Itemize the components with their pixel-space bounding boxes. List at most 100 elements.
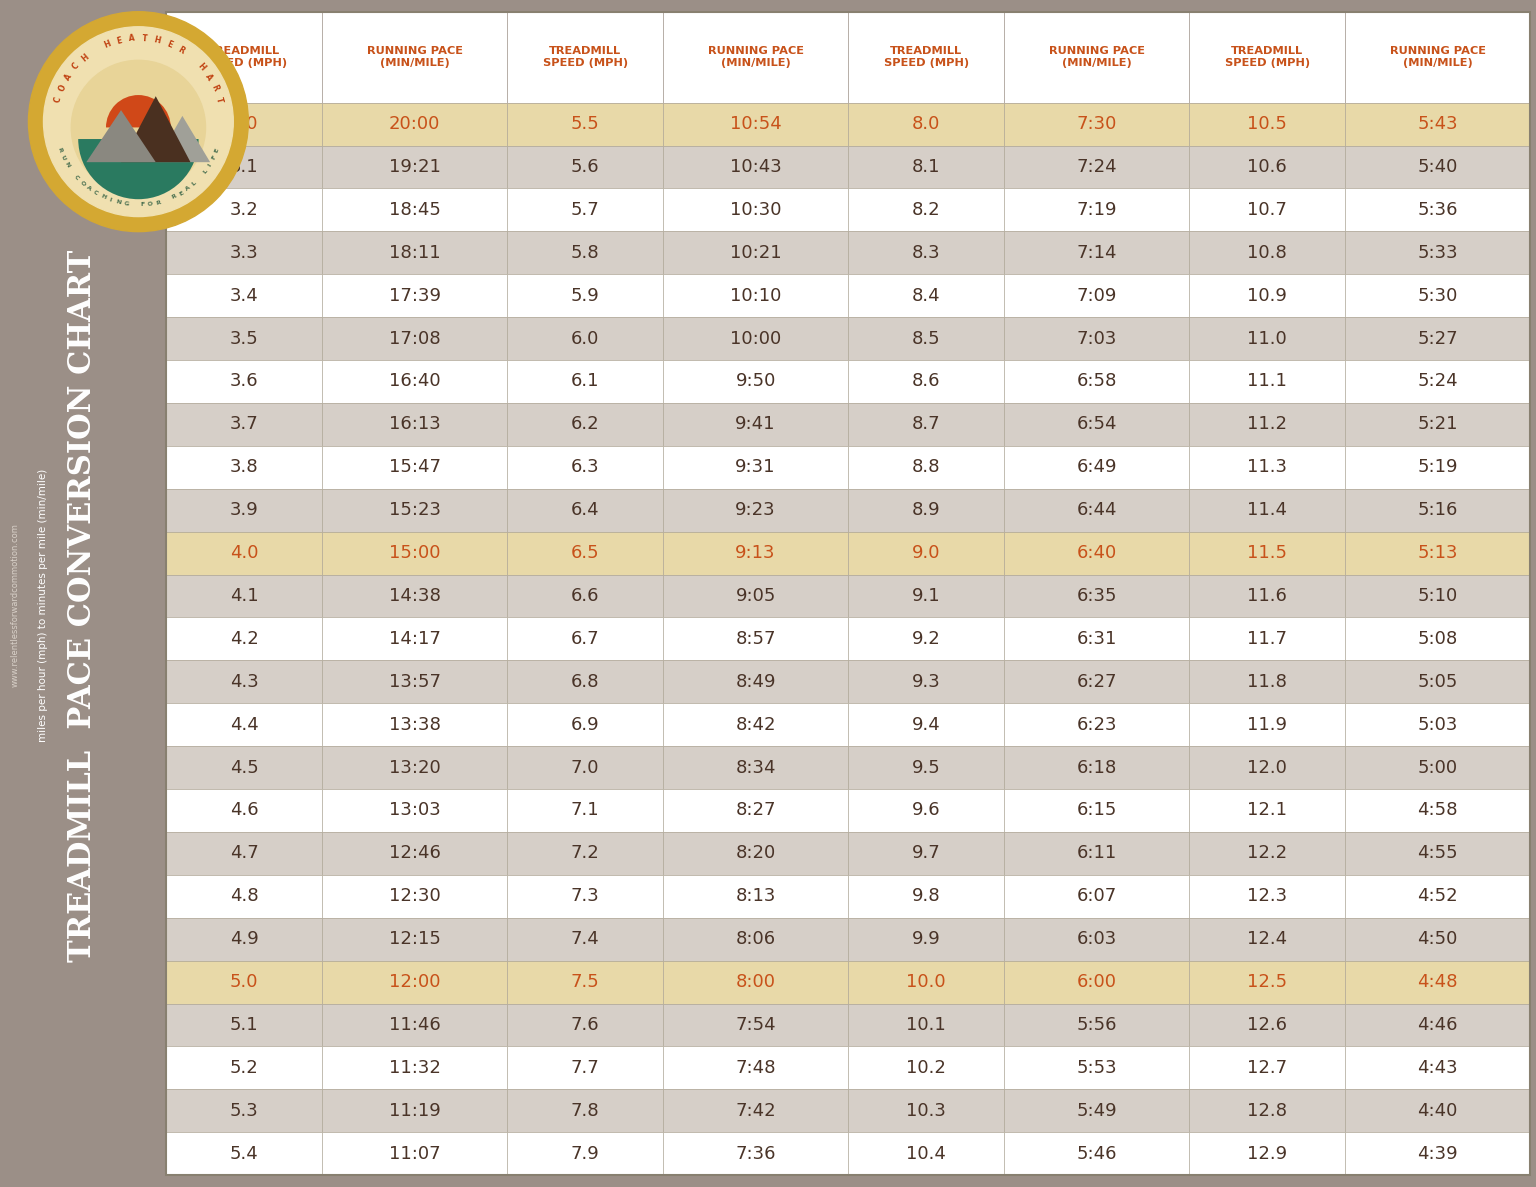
Text: 8:27: 8:27 xyxy=(736,801,776,819)
Bar xyxy=(1346,274,1530,317)
Text: 3.1: 3.1 xyxy=(230,158,258,176)
Text: 8.9: 8.9 xyxy=(912,501,940,519)
Bar xyxy=(848,274,1005,317)
Bar xyxy=(323,1132,507,1175)
Text: 3.7: 3.7 xyxy=(230,415,258,433)
Text: 5:24: 5:24 xyxy=(1418,373,1458,391)
Text: 4:39: 4:39 xyxy=(1418,1144,1458,1163)
Text: 11.6: 11.6 xyxy=(1247,586,1287,605)
Bar xyxy=(507,875,664,918)
Text: C: C xyxy=(92,190,98,197)
Bar xyxy=(507,231,664,274)
Text: L: L xyxy=(201,169,209,174)
Bar xyxy=(1346,832,1530,875)
Bar xyxy=(323,1003,507,1047)
Text: 6:11: 6:11 xyxy=(1077,844,1117,863)
Bar xyxy=(848,918,1005,960)
Text: 5:36: 5:36 xyxy=(1418,201,1458,218)
Bar xyxy=(1005,789,1189,832)
Bar xyxy=(1189,575,1346,617)
Bar xyxy=(664,489,848,532)
Bar xyxy=(1346,747,1530,789)
Text: 4:43: 4:43 xyxy=(1418,1059,1458,1077)
Bar xyxy=(166,960,323,1003)
Bar xyxy=(664,789,848,832)
Text: T: T xyxy=(141,34,147,43)
Text: H: H xyxy=(195,61,206,72)
Text: 16:40: 16:40 xyxy=(389,373,441,391)
Text: I: I xyxy=(207,163,212,167)
Bar xyxy=(1005,1047,1189,1090)
Text: 4:58: 4:58 xyxy=(1418,801,1458,819)
Bar xyxy=(323,12,507,102)
Bar xyxy=(166,317,323,360)
Text: 5:53: 5:53 xyxy=(1077,1059,1117,1077)
Bar xyxy=(848,575,1005,617)
Bar xyxy=(507,789,664,832)
Bar xyxy=(1346,617,1530,660)
Circle shape xyxy=(29,12,249,231)
Bar xyxy=(1346,575,1530,617)
Bar xyxy=(323,360,507,402)
Text: TREADMILL
SPEED (MPH): TREADMILL SPEED (MPH) xyxy=(1224,46,1310,69)
Bar xyxy=(1005,660,1189,703)
Text: 3.9: 3.9 xyxy=(230,501,258,519)
Text: C: C xyxy=(74,174,80,182)
Text: 11:46: 11:46 xyxy=(389,1016,441,1034)
Text: N: N xyxy=(63,161,71,169)
Bar xyxy=(1005,489,1189,532)
Bar xyxy=(848,532,1005,575)
Text: 5:21: 5:21 xyxy=(1418,415,1458,433)
Text: O: O xyxy=(78,180,86,188)
Text: G: G xyxy=(123,202,129,207)
Text: miles per hour (mph) to minutes per mile (min/mile): miles per hour (mph) to minutes per mile… xyxy=(38,469,48,742)
Bar xyxy=(1189,832,1346,875)
Bar xyxy=(848,660,1005,703)
Text: 4.5: 4.5 xyxy=(230,758,258,776)
Text: 4:52: 4:52 xyxy=(1418,887,1458,906)
Text: 5:49: 5:49 xyxy=(1077,1102,1117,1119)
Text: 13:20: 13:20 xyxy=(389,758,441,776)
Bar xyxy=(1005,231,1189,274)
Bar xyxy=(1189,489,1346,532)
Bar xyxy=(664,1003,848,1047)
Bar xyxy=(323,832,507,875)
Text: 4.6: 4.6 xyxy=(230,801,258,819)
Bar xyxy=(166,832,323,875)
Bar xyxy=(1189,875,1346,918)
Bar xyxy=(848,703,1005,747)
Text: 4.3: 4.3 xyxy=(230,673,258,691)
Bar xyxy=(1189,789,1346,832)
Text: 6:31: 6:31 xyxy=(1077,630,1117,648)
Text: 15:23: 15:23 xyxy=(389,501,441,519)
Bar xyxy=(1346,875,1530,918)
Bar xyxy=(166,102,323,146)
Bar xyxy=(323,274,507,317)
Text: 7.2: 7.2 xyxy=(571,844,599,863)
Text: E: E xyxy=(178,190,184,197)
Text: 6:49: 6:49 xyxy=(1077,458,1117,476)
Bar xyxy=(507,747,664,789)
Text: 9:31: 9:31 xyxy=(736,458,776,476)
Text: 12.0: 12.0 xyxy=(1247,758,1287,776)
Text: 18:45: 18:45 xyxy=(389,201,441,218)
Bar xyxy=(1005,832,1189,875)
Bar xyxy=(1005,402,1189,446)
Text: 9.6: 9.6 xyxy=(912,801,940,819)
Text: 5.5: 5.5 xyxy=(571,115,599,133)
Bar xyxy=(1189,274,1346,317)
Bar xyxy=(166,1047,323,1090)
Text: 17:08: 17:08 xyxy=(389,330,441,348)
Bar xyxy=(166,918,323,960)
Text: 9:05: 9:05 xyxy=(736,586,776,605)
Text: 11.3: 11.3 xyxy=(1247,458,1287,476)
Text: 5.0: 5.0 xyxy=(230,973,258,991)
Text: 6:40: 6:40 xyxy=(1077,544,1117,563)
Text: 8.8: 8.8 xyxy=(912,458,940,476)
Text: 5:27: 5:27 xyxy=(1418,330,1458,348)
Bar xyxy=(848,317,1005,360)
Bar xyxy=(1346,102,1530,146)
Text: 11.2: 11.2 xyxy=(1247,415,1287,433)
Bar xyxy=(664,617,848,660)
Text: 7.4: 7.4 xyxy=(571,931,599,948)
